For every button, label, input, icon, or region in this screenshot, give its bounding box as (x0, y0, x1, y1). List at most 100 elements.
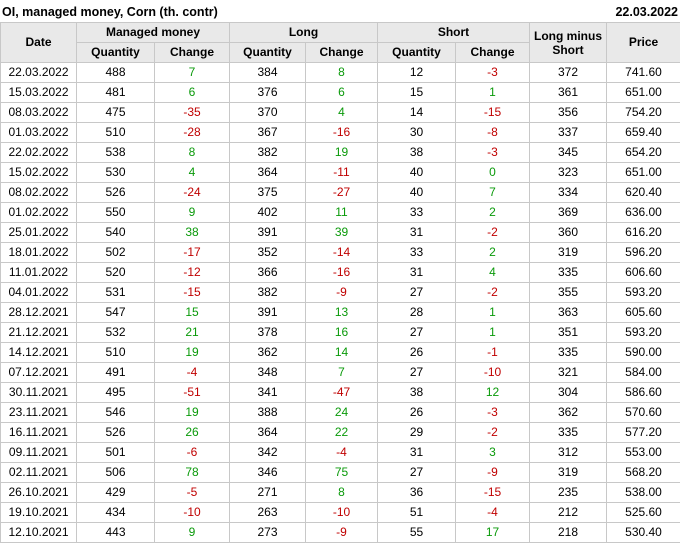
date-cell: 22.02.2022 (0, 142, 77, 163)
price-cell: 525.60 (606, 502, 680, 523)
short-quantity-cell: 38 (377, 382, 457, 403)
column-header-long-quantity: Quantity (229, 42, 306, 63)
long-quantity-cell: 366 (229, 262, 306, 283)
mm-change-cell: 21 (154, 322, 230, 343)
short-change-cell: -15 (455, 482, 531, 503)
table-row: 04.01.2022 531 -15 382 -9 27 -2 355 593.20 (0, 282, 680, 303)
price-cell: 606.60 (606, 262, 680, 283)
short-quantity-cell: 15 (377, 82, 457, 103)
long-quantity-cell: 273 (229, 522, 306, 543)
column-group-short: Short (377, 22, 531, 43)
short-quantity-cell: 29 (377, 422, 457, 443)
long-minus-short-cell: 351 (529, 322, 608, 343)
short-quantity-cell: 30 (377, 122, 457, 143)
long-quantity-cell: 382 (229, 142, 306, 163)
short-quantity-cell: 40 (377, 162, 457, 183)
mm-change-cell: -12 (154, 262, 230, 283)
long-minus-short-cell: 323 (529, 162, 608, 183)
mm-quantity-cell: 495 (76, 382, 155, 403)
column-header-short-quantity: Quantity (377, 42, 457, 63)
mm-change-cell: -15 (154, 282, 230, 303)
date-cell: 15.02.2022 (0, 162, 77, 183)
short-quantity-cell: 31 (377, 222, 457, 243)
mm-quantity-cell: 434 (76, 502, 155, 523)
short-quantity-cell: 51 (377, 502, 457, 523)
column-header-price: Price (606, 22, 680, 63)
mm-quantity-cell: 488 (76, 62, 155, 83)
short-change-cell: -3 (455, 402, 531, 423)
long-change-cell: -16 (304, 262, 379, 283)
long-quantity-cell: 376 (229, 82, 306, 103)
table-row: 19.10.2021 434 -10 263 -10 51 -4 212 525.60 (0, 502, 680, 523)
price-cell: 654.20 (606, 142, 680, 163)
short-change-cell: -9 (455, 462, 531, 483)
price-cell: 553.00 (606, 442, 680, 463)
short-quantity-cell: 28 (377, 302, 457, 323)
long-minus-short-cell: 362 (529, 402, 608, 423)
long-change-cell: -10 (304, 502, 379, 523)
short-change-cell: 0 (455, 162, 531, 183)
mm-quantity-cell: 540 (76, 222, 155, 243)
column-header-short-change: Change (455, 42, 531, 63)
mm-quantity-cell: 526 (76, 422, 155, 443)
mm-quantity-cell: 550 (76, 202, 155, 223)
long-minus-short-cell: 369 (529, 202, 608, 223)
price-cell: 570.60 (606, 402, 680, 423)
date-cell: 26.10.2021 (0, 482, 77, 503)
long-minus-short-cell: 312 (529, 442, 608, 463)
mm-change-cell: -51 (154, 382, 230, 403)
short-change-cell: 3 (455, 442, 531, 463)
mm-change-cell: 8 (154, 142, 230, 163)
date-cell: 18.01.2022 (0, 242, 77, 263)
date-cell: 07.12.2021 (0, 362, 77, 383)
long-quantity-cell: 348 (229, 362, 306, 383)
long-quantity-cell: 384 (229, 62, 306, 83)
mm-quantity-cell: 443 (76, 522, 155, 543)
short-quantity-cell: 55 (377, 522, 457, 543)
mm-quantity-cell: 538 (76, 142, 155, 163)
long-minus-short-cell: 218 (529, 522, 608, 543)
long-minus-short-cell: 335 (529, 342, 608, 363)
short-quantity-cell: 31 (377, 442, 457, 463)
mm-change-cell: 9 (154, 202, 230, 223)
table-row: 21.12.2021 532 21 378 16 27 1 351 593.20 (0, 322, 680, 343)
price-cell: 616.20 (606, 222, 680, 243)
mm-change-cell: -4 (154, 362, 230, 383)
short-change-cell: -2 (455, 222, 531, 243)
long-change-cell: 8 (304, 482, 379, 503)
long-minus-short-cell: 363 (529, 302, 608, 323)
table-row: 23.11.2021 546 19 388 24 26 -3 362 570.60 (0, 402, 680, 423)
long-minus-short-cell: 360 (529, 222, 608, 243)
table-row: 09.11.2021 501 -6 342 -4 31 3 312 553.00 (0, 442, 680, 463)
short-change-cell: -4 (455, 502, 531, 523)
table-row: 28.12.2021 547 15 391 13 28 1 363 605.60 (0, 302, 680, 323)
table-row: 25.01.2022 540 38 391 39 31 -2 360 616.20 (0, 222, 680, 243)
date-cell: 11.01.2022 (0, 262, 77, 283)
mm-quantity-cell: 520 (76, 262, 155, 283)
long-change-cell: 11 (304, 202, 379, 223)
table-row: 01.02.2022 550 9 402 11 33 2 369 636.00 (0, 202, 680, 223)
mm-change-cell: 7 (154, 62, 230, 83)
table-row: 01.03.2022 510 -28 367 -16 30 -8 337 659.40 (0, 122, 680, 143)
mm-quantity-cell: 429 (76, 482, 155, 503)
long-change-cell: 16 (304, 322, 379, 343)
short-quantity-cell: 33 (377, 242, 457, 263)
long-change-cell: -14 (304, 242, 379, 263)
long-change-cell: 22 (304, 422, 379, 443)
long-quantity-cell: 352 (229, 242, 306, 263)
long-quantity-cell: 382 (229, 282, 306, 303)
mm-change-cell: 4 (154, 162, 230, 183)
column-header-date: Date (0, 22, 77, 63)
price-cell: 568.20 (606, 462, 680, 483)
short-change-cell: -15 (455, 102, 531, 123)
short-change-cell: 1 (455, 322, 531, 343)
mm-change-cell: 6 (154, 82, 230, 103)
long-quantity-cell: 364 (229, 422, 306, 443)
table-row: 02.11.2021 506 78 346 75 27 -9 319 568.20 (0, 462, 680, 483)
mm-quantity-cell: 532 (76, 322, 155, 343)
long-minus-short-cell: 335 (529, 422, 608, 443)
short-quantity-cell: 27 (377, 282, 457, 303)
mm-quantity-cell: 510 (76, 342, 155, 363)
table-row: 18.01.2022 502 -17 352 -14 33 2 319 596.20 (0, 242, 680, 263)
long-quantity-cell: 341 (229, 382, 306, 403)
